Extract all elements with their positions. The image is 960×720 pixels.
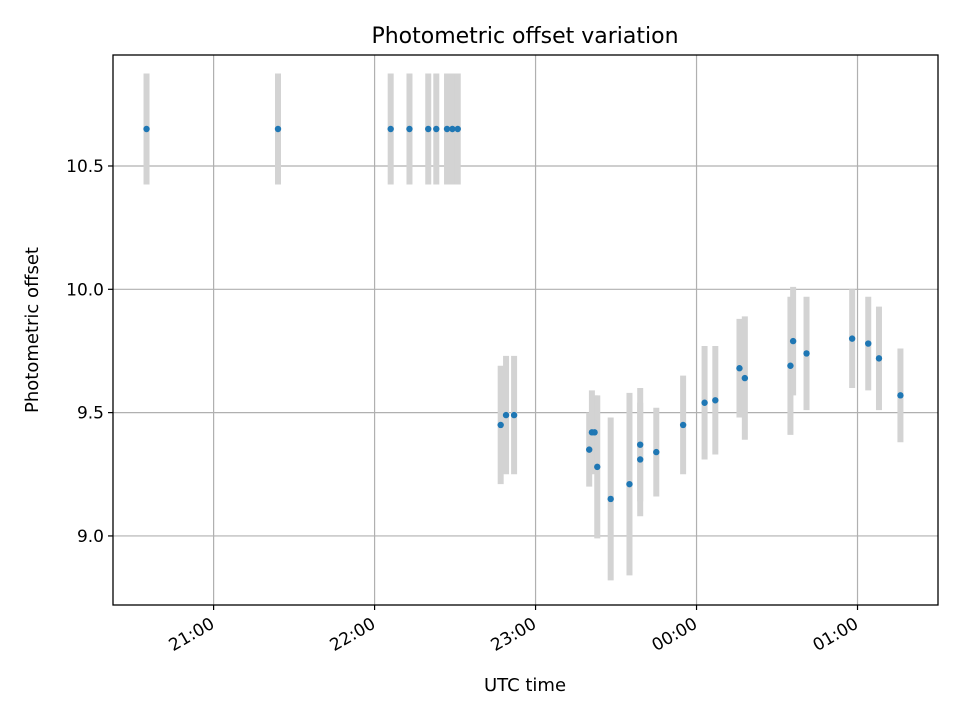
- data-point: [449, 125, 456, 133]
- grid: [113, 55, 938, 605]
- data-point: [591, 429, 598, 436]
- plot-area-frame: [112, 54, 939, 606]
- data-point: [712, 397, 719, 404]
- y-tick-label: 10.5: [66, 157, 104, 177]
- data-point: [274, 125, 282, 133]
- data-point: [425, 125, 432, 133]
- data-point: [736, 365, 743, 372]
- data-point: [433, 125, 440, 133]
- data-point: [897, 392, 904, 399]
- data-point: [502, 411, 510, 419]
- y-axis-label: Photometric offset: [22, 247, 43, 413]
- data-point: [741, 374, 749, 382]
- data-point: [803, 350, 810, 357]
- data-point: [865, 340, 872, 347]
- data-point: [636, 456, 644, 463]
- data-point: [594, 463, 601, 471]
- data-point: [789, 337, 797, 345]
- data-point: [607, 495, 614, 503]
- data-point: [701, 399, 708, 406]
- y-tick-label: 9.0: [77, 527, 104, 547]
- data-points: [143, 125, 904, 503]
- chart-title: Photometric offset variation: [371, 24, 678, 49]
- data-point: [848, 335, 856, 342]
- y-tick-label: 10.0: [66, 280, 104, 300]
- data-point: [875, 355, 883, 362]
- y-tick-label: 9.5: [77, 404, 104, 424]
- data-point: [510, 411, 518, 419]
- data-point: [454, 125, 461, 133]
- data-point: [497, 421, 504, 429]
- data-point: [387, 125, 394, 133]
- data-point: [679, 421, 687, 429]
- data-point: [406, 125, 413, 133]
- data-point: [636, 441, 644, 448]
- data-point: [443, 125, 451, 133]
- data-point: [586, 446, 593, 453]
- data-point: [787, 362, 794, 369]
- x-axis-label: UTC time: [484, 675, 566, 696]
- data-point: [143, 125, 150, 133]
- data-point: [626, 480, 633, 488]
- data-point: [653, 448, 660, 456]
